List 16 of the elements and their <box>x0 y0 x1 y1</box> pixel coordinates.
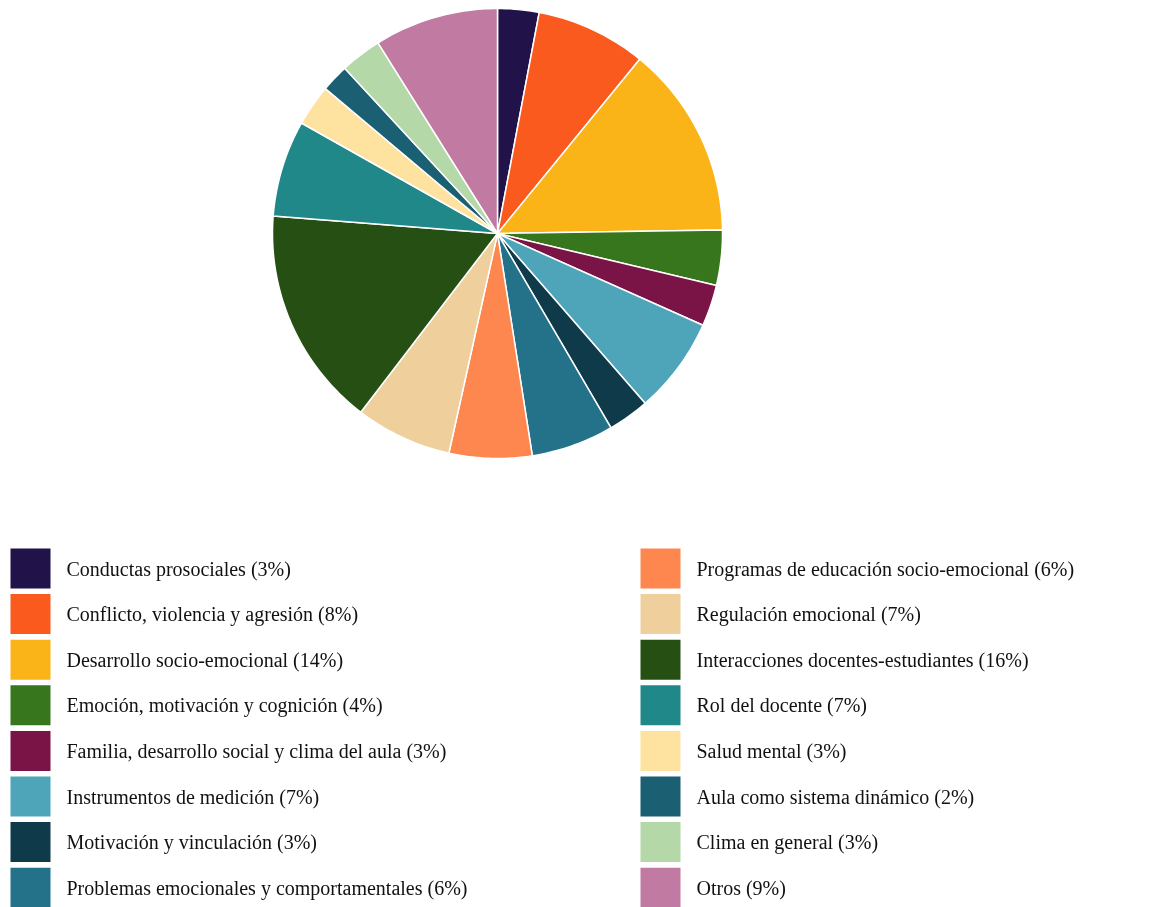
legend-label: Otros (9%) <box>696 876 786 900</box>
legend-label: Emoción, motivación y cognición (4%) <box>66 694 383 718</box>
legend-label: Instrumentos de medición (7%) <box>66 785 320 809</box>
legend-label: Regulación emocional (7%) <box>696 603 921 627</box>
legend-label: Interacciones docentes-estudiantes (16%) <box>696 648 1029 672</box>
legend-label: Problemas emocionales y comportamentales (6%) <box>66 876 468 900</box>
legend-label: Aula como sistema dinámico (2%) <box>696 785 975 809</box>
legend-label: Conductas prosociales (3%) <box>66 557 291 581</box>
legend-label: Motivación y vinculación (3%) <box>66 831 317 855</box>
legend-label: Salud mental (3%) <box>696 739 847 763</box>
legend-label: Desarrollo socio-emocional (14%) <box>66 648 344 672</box>
legend-label: Programas de educación socio-emocional (6%) <box>696 557 1075 581</box>
legend-label: Conflicto, violencia y agresión (8%) <box>66 603 359 627</box>
legend-label: Clima en general (3%) <box>696 831 879 855</box>
legend-label: Familia, desarrollo social y clima del aula (3%) <box>66 739 447 763</box>
legend-label: Rol del docente (7%) <box>696 694 867 718</box>
